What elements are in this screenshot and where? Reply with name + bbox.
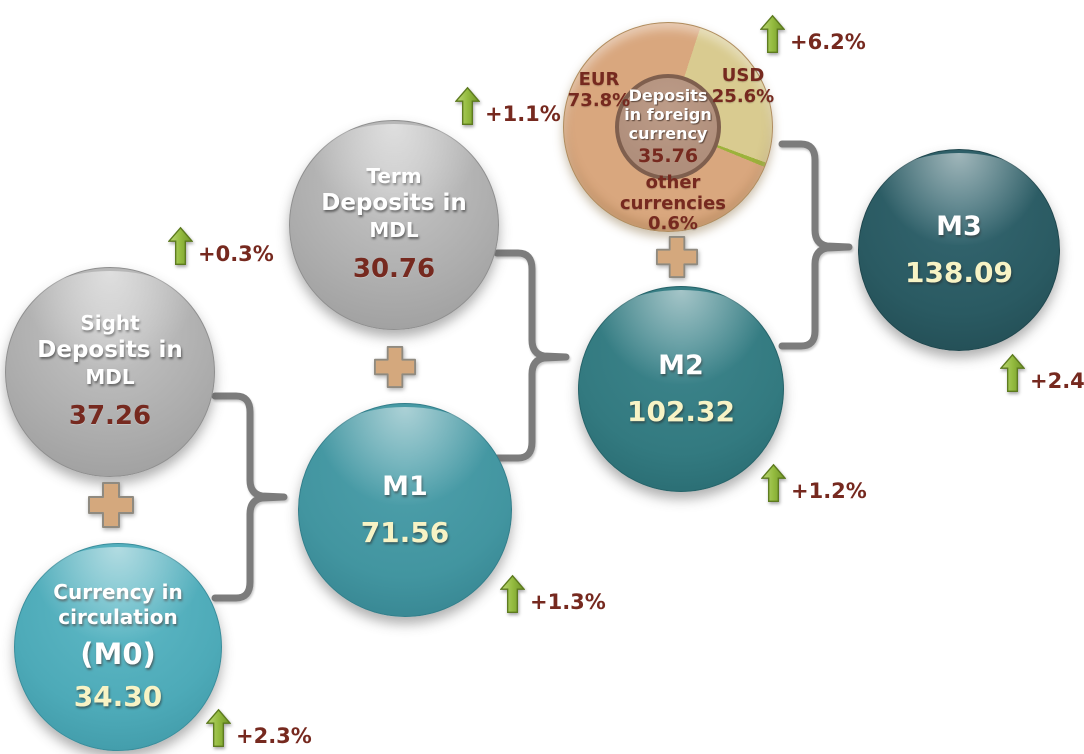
slice-label-other: other currencies 0.6% xyxy=(599,172,747,235)
slice-name: USD xyxy=(721,65,765,86)
node-sight-deposits: Sight Deposits in MDL 37.26 xyxy=(5,267,215,477)
change-m1: +1.3% xyxy=(500,574,606,615)
node-m3: M3 138.09 xyxy=(858,149,1060,351)
node-label-line: circulation xyxy=(58,605,178,630)
arrow-up-icon xyxy=(168,226,193,265)
slice-percent: 73.8% xyxy=(567,89,631,111)
change-foreign-deposits: +6.2% xyxy=(760,14,866,55)
change-percent: +2.3% xyxy=(236,724,312,748)
bracket-fcd-m2-to-m3 xyxy=(778,140,853,350)
node-value: 30.76 xyxy=(352,254,436,285)
node-code: (M0) xyxy=(80,637,156,672)
node-term-deposits: Term Deposits in MDL 30.76 xyxy=(289,120,499,330)
node-label: M2 xyxy=(658,349,704,381)
node-value: 102.32 xyxy=(626,395,736,429)
node-value: 34.30 xyxy=(73,679,163,713)
node-m2: M2 102.32 xyxy=(578,286,784,492)
node-label-line: MDL xyxy=(85,365,135,390)
donut-center-value: 35.76 xyxy=(637,145,699,168)
slice-percent: 25.6% xyxy=(711,85,775,107)
change-percent: +1.2% xyxy=(791,479,867,503)
node-label-line: Currency in xyxy=(53,580,183,605)
arrow-up-icon xyxy=(455,86,480,125)
node-currency-in-circulation: Currency in circulation (M0) 34.30 xyxy=(14,543,222,751)
change-m2: +1.2% xyxy=(761,463,867,504)
slice-label-eur: EUR 73.8% xyxy=(561,69,637,111)
plus-icon xyxy=(374,346,416,388)
bracket-term-m1-to-m2 xyxy=(493,249,570,462)
plus-icon xyxy=(88,482,134,528)
node-label-line: Deposits in xyxy=(321,190,467,217)
node-m1: M1 71.56 xyxy=(298,403,512,617)
change-percent: +2.4% xyxy=(1030,369,1084,393)
node-label-line: Sight xyxy=(80,311,140,336)
node-value: 71.56 xyxy=(360,516,450,550)
bracket-m0-sight-to-m1 xyxy=(211,392,288,602)
foreign-currency-deposits-donut: Deposits in foreign currency 35.76 EUR 7… xyxy=(561,22,775,235)
change-percent: +0.3% xyxy=(198,242,274,266)
node-label: M3 xyxy=(936,210,982,242)
node-label-line: Term xyxy=(366,164,422,189)
donut-center: Deposits in foreign currency 35.76 xyxy=(615,74,721,180)
change-percent: +1.1% xyxy=(485,102,561,126)
donut-center-line: currency xyxy=(628,124,708,144)
donut-center-line: in foreign xyxy=(624,105,712,124)
change-percent: +1.3% xyxy=(530,590,606,614)
node-value: 138.09 xyxy=(904,256,1014,290)
node-value: 37.26 xyxy=(68,401,152,432)
plus-icon xyxy=(656,236,698,278)
slice-name: EUR xyxy=(578,69,620,90)
arrow-up-icon xyxy=(761,463,786,502)
node-label-line: MDL xyxy=(369,218,419,243)
change-term-deposits: +1.1% xyxy=(455,86,561,127)
slice-name: other currencies xyxy=(619,172,727,214)
node-label: M1 xyxy=(382,470,428,502)
change-m3: +2.4% xyxy=(1000,353,1084,394)
arrow-up-icon xyxy=(1000,353,1025,392)
change-sight-deposits: +0.3% xyxy=(168,226,274,267)
arrow-up-icon xyxy=(206,708,231,747)
arrow-up-icon xyxy=(500,574,525,613)
slice-percent: 0.6% xyxy=(648,213,698,235)
change-m0: +2.3% xyxy=(206,708,312,749)
change-percent: +6.2% xyxy=(790,30,866,54)
node-label-line: Deposits in xyxy=(37,337,183,364)
slice-label-usd: USD 25.6% xyxy=(711,65,775,107)
donut-center-line: Deposits xyxy=(628,85,708,105)
arrow-up-icon xyxy=(760,14,785,53)
